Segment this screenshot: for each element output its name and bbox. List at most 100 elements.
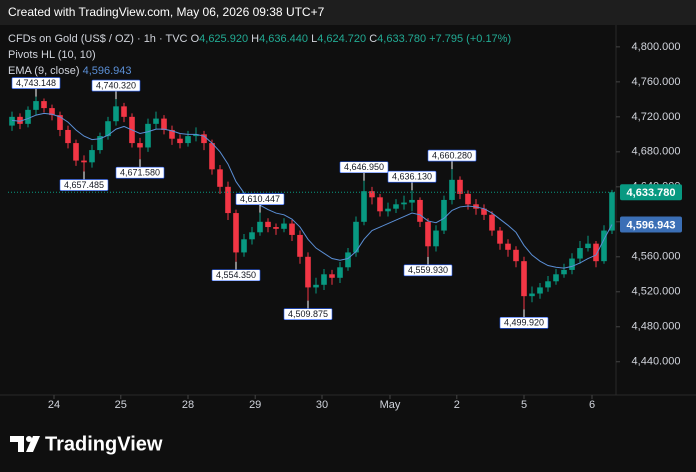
candle-body xyxy=(361,191,367,222)
x-tick-label: 5 xyxy=(521,399,527,411)
pivot-box xyxy=(115,166,165,179)
candle-body xyxy=(321,274,327,285)
y-tick-label: 4,760.000 xyxy=(632,76,681,88)
pivot-label: 4,554.350 xyxy=(216,270,256,280)
pivot-box xyxy=(11,77,61,89)
candle-body xyxy=(49,108,55,116)
candle-body xyxy=(121,106,127,117)
candle-body xyxy=(329,274,335,278)
logo-mark xyxy=(26,436,40,452)
candle-body xyxy=(417,199,423,222)
pivot-label: 4,740.320 xyxy=(96,80,136,90)
pivot-box xyxy=(403,264,453,277)
ohlc-key: O xyxy=(191,33,200,45)
watermark: Created with TradingView.com, May 06, 20… xyxy=(8,5,325,19)
x-tick-label: 24 xyxy=(48,399,60,411)
pivot-label: 4,743.148 xyxy=(16,78,56,88)
candle-body xyxy=(89,150,95,163)
candle-body xyxy=(401,202,407,205)
candle-body xyxy=(585,243,591,249)
pivot-label: 4,559.930 xyxy=(408,265,448,275)
candle-body xyxy=(505,243,511,250)
candle-body xyxy=(545,281,551,288)
candle-body xyxy=(177,138,183,144)
y-tick-label: 4,720.000 xyxy=(632,111,681,123)
pivot-label: 4,671.580 xyxy=(120,168,160,178)
candle-body xyxy=(481,208,487,215)
candle-body xyxy=(209,143,215,170)
candle-body xyxy=(265,221,271,228)
candle-body xyxy=(433,230,439,247)
candle-body xyxy=(385,208,391,212)
candle-body xyxy=(601,230,607,262)
pivot-label: 4,646.950 xyxy=(344,162,384,172)
candle-body xyxy=(25,109,31,124)
x-tick-label: May xyxy=(380,399,401,411)
candle-body xyxy=(97,136,103,151)
candle-body xyxy=(337,267,343,278)
y-tick-label: 4,560.000 xyxy=(632,251,681,263)
pivot-box xyxy=(211,269,261,282)
ema-legend: EMA (9, close) 4,596.943 xyxy=(8,65,132,77)
x-tick-label: 2 xyxy=(454,399,460,411)
pivot-label: 4,657.485 xyxy=(64,180,104,190)
candle-body xyxy=(393,204,399,209)
pivot-box xyxy=(91,79,141,92)
ema-line xyxy=(11,112,613,269)
logo-mark xyxy=(10,436,24,452)
candle-body xyxy=(113,106,119,122)
candle-body xyxy=(537,287,543,294)
y-tick-label: 4,680.000 xyxy=(632,146,681,158)
y-tick-label: 4,800.000 xyxy=(632,41,681,53)
candle-body xyxy=(577,248,583,259)
x-tick-label: 6 xyxy=(589,399,595,411)
pivot-box xyxy=(427,149,477,162)
candle-body xyxy=(225,186,231,214)
ohlc-key: H xyxy=(251,33,259,45)
candle-body xyxy=(369,191,375,198)
candle-body xyxy=(81,160,87,163)
candle-body xyxy=(105,121,111,137)
ema-price-label: 4,596.943 xyxy=(627,219,676,231)
candle-body xyxy=(9,116,15,126)
candle-body xyxy=(281,223,287,229)
candle-body xyxy=(233,213,239,253)
ema-price-tag xyxy=(620,216,682,233)
candle-body xyxy=(137,143,143,148)
y-tick-label: 4,440.000 xyxy=(632,356,681,368)
ohlc-key: L xyxy=(311,33,317,45)
candle-body xyxy=(529,293,535,297)
candle-body xyxy=(313,284,319,288)
pivot-label: 4,636.130 xyxy=(392,172,432,182)
last-price-label: 4,633.780 xyxy=(627,187,676,199)
candle-body xyxy=(65,129,71,144)
candle-body xyxy=(497,230,503,244)
candle-body xyxy=(305,256,311,288)
candle-body xyxy=(353,221,359,253)
indicator-label: Pivots HL (10, 10) xyxy=(8,49,96,61)
logo-mark xyxy=(26,436,32,442)
candle-body xyxy=(57,115,63,130)
ohlc-key: C xyxy=(369,33,377,45)
symbol: CFDs on Gold (US$ / OZ) · 1h · TVC xyxy=(8,33,188,45)
candle-body xyxy=(33,101,39,110)
pivot-label: 4,499.920 xyxy=(504,318,544,328)
candle-body xyxy=(249,232,255,240)
x-tick-label: 28 xyxy=(182,399,194,411)
candle-body xyxy=(161,118,167,130)
candle-body xyxy=(73,143,79,161)
candle-body xyxy=(217,169,223,187)
pivot-box xyxy=(283,308,333,320)
y-tick-label: 4,520.000 xyxy=(632,286,681,298)
candle-body xyxy=(489,214,495,231)
pivot-box xyxy=(235,193,285,205)
pivot-label: 4,509.875 xyxy=(288,309,328,319)
pivot-box xyxy=(387,170,437,183)
candle-body xyxy=(201,134,207,144)
candle-body xyxy=(169,129,175,139)
ema-value: 4,596.943 xyxy=(83,65,132,77)
candle-body xyxy=(297,234,303,257)
candle-body xyxy=(185,136,191,144)
